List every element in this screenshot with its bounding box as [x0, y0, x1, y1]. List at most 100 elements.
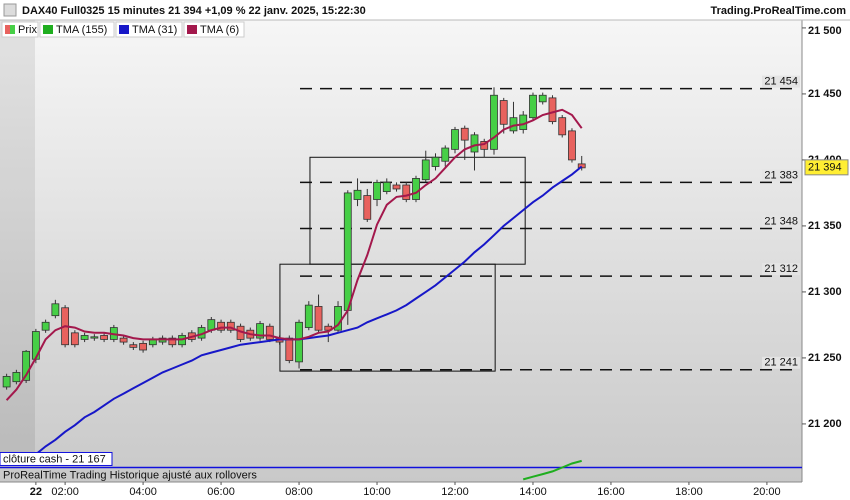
candle-body	[460, 127, 469, 141]
legend-label: TMA (31)	[132, 24, 177, 36]
last-price-label: 21 394	[808, 162, 842, 174]
session-shade	[0, 20, 35, 460]
level-label: 21 454	[764, 76, 798, 88]
candle-body	[421, 159, 430, 181]
candle-body	[538, 94, 547, 103]
candle-body	[431, 156, 440, 167]
candle-body	[490, 94, 498, 150]
candle-body	[139, 342, 147, 351]
candle-body	[363, 195, 372, 220]
candle-body	[412, 177, 420, 200]
x-tick-label: 02:00	[51, 486, 79, 498]
x-tick-label: 18:00	[675, 486, 703, 498]
level-label-bg	[762, 215, 800, 228]
x-tick-label: 22	[30, 486, 42, 498]
candle-body	[295, 321, 303, 363]
y-tick-label: 21 450	[808, 88, 842, 100]
plot-background	[0, 20, 802, 482]
x-axis-panel	[0, 482, 850, 500]
level-label: 21 348	[764, 215, 798, 227]
x-tick-label: 14:00	[519, 486, 547, 498]
legend-label: TMA (155)	[56, 24, 107, 36]
candle-body	[265, 325, 274, 340]
level-label: 21 312	[764, 263, 798, 275]
legend-label: Prix	[18, 24, 37, 36]
level-label-bg	[762, 356, 800, 369]
legend-swatch	[187, 25, 197, 34]
y-tick-label: 21 300	[808, 286, 842, 298]
candle-body	[353, 189, 362, 200]
candle-body	[343, 192, 352, 311]
legend-swatch	[5, 25, 10, 34]
candle-body	[285, 337, 294, 361]
candle-body	[529, 94, 537, 119]
candle-body	[304, 304, 313, 328]
candle-body	[470, 134, 479, 153]
x-tick-label: 20:00	[753, 486, 781, 498]
indicator-line	[522, 459, 582, 481]
level-label-bg	[762, 169, 800, 182]
legend-item	[39, 21, 115, 38]
candle-body	[51, 303, 60, 317]
menu-icon[interactable]	[3, 3, 17, 17]
candle-body	[499, 100, 508, 125]
x-tick-label: 08:00	[285, 486, 313, 498]
x-tick-label: 16:00	[597, 486, 625, 498]
header-brand: Trading.ProRealTime.com	[710, 5, 846, 17]
candle-body	[568, 130, 576, 161]
level-label: 21 241	[764, 357, 798, 369]
y-axis-panel	[802, 20, 850, 482]
header-bar	[0, 0, 850, 20]
candle-body	[392, 184, 401, 190]
footer-text: ProRealTime Trading Historique ajusté au…	[3, 469, 257, 481]
candle-body	[577, 163, 586, 169]
candle-body	[90, 336, 99, 339]
reference-label-box	[0, 451, 113, 466]
candle-body	[168, 337, 177, 346]
candle-body	[2, 375, 11, 388]
candle-body	[382, 181, 391, 193]
indicator-line	[35, 165, 583, 456]
level-label-bg	[762, 75, 800, 88]
candle-body	[119, 337, 128, 343]
legend-swatch	[43, 25, 53, 34]
plot: 21 454 21 383 21 348 21 312 21 241	[0, 75, 802, 481]
candle-body	[226, 321, 235, 331]
y-tick-label: 21 350	[808, 220, 842, 232]
level-label-bg	[762, 263, 800, 276]
legend-label: TMA (6)	[200, 24, 239, 36]
candle-body	[558, 117, 567, 136]
candle-body	[402, 184, 411, 200]
x-tick-label: 04:00	[129, 486, 157, 498]
level-label: 21 383	[764, 169, 798, 181]
y-tick-label: 21 250	[808, 352, 842, 364]
y-tick-label: 21 500	[808, 25, 842, 37]
header-title: DAX40 Full0325 15 minutes 21 394 +1,09 %…	[22, 5, 366, 17]
candle-body	[451, 129, 459, 150]
legend-swatch	[10, 25, 15, 34]
legend-item	[183, 21, 245, 38]
candle-body	[70, 332, 79, 346]
y-tick-label: 21 200	[808, 418, 842, 430]
candle-body	[80, 335, 89, 340]
x-tick-label: 10:00	[363, 486, 391, 498]
indicator-line	[5, 108, 583, 401]
x-tick-label: 06:00	[207, 486, 235, 498]
candle-body	[256, 323, 264, 339]
candle-body	[12, 372, 21, 383]
candle-body	[548, 97, 557, 123]
range-box	[279, 263, 496, 372]
last-price-box	[804, 159, 849, 176]
legend-swatch	[119, 25, 129, 34]
candle-body	[441, 147, 450, 162]
candle-body	[373, 181, 381, 200]
legend-item	[115, 21, 183, 38]
x-tick-label: 12:00	[441, 486, 469, 498]
reference-label: clôture cash - 21 167	[3, 453, 106, 465]
candle-body	[314, 306, 323, 331]
candle-body	[100, 335, 109, 340]
candle-body	[129, 344, 138, 348]
candle-body	[41, 321, 50, 331]
